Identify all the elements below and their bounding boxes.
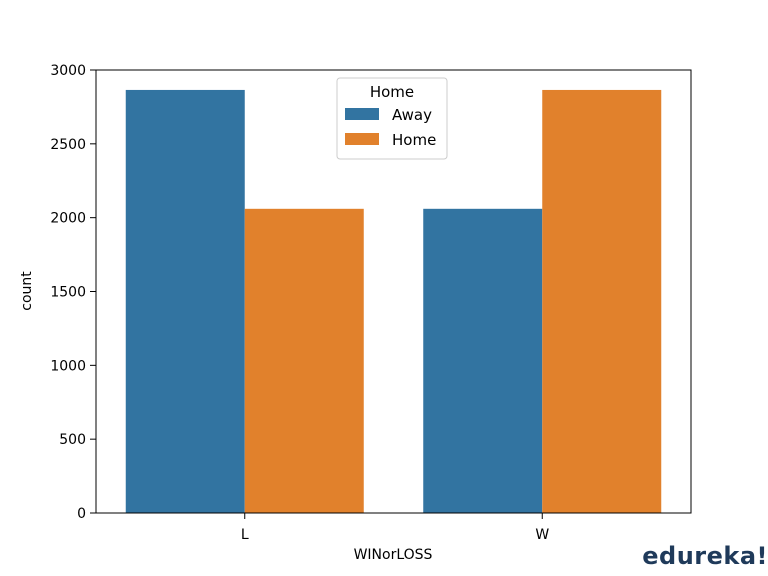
bar-home-l xyxy=(244,208,364,513)
y-tick-label: 1500 xyxy=(50,285,86,301)
edureka-logo: edureka! xyxy=(642,542,768,570)
x-tick-label: W xyxy=(535,527,549,543)
y-axis: 0 500 1000 1500 2000 2500 3000 xyxy=(50,63,96,522)
legend-title: Home xyxy=(370,83,414,101)
y-tick-label: 2000 xyxy=(50,211,86,227)
bar-away-l xyxy=(125,89,245,513)
x-axis-title: WINorLOSS xyxy=(354,547,433,563)
y-tick-label: 500 xyxy=(59,432,86,448)
bars-group xyxy=(125,89,662,513)
legend-label-home: Home xyxy=(392,131,436,149)
x-tick-label: L xyxy=(241,527,249,543)
y-tick-label: 3000 xyxy=(50,63,86,79)
y-tick-label: 0 xyxy=(77,506,86,522)
bar-away-w xyxy=(423,208,543,513)
bar-home-w xyxy=(542,89,662,513)
legend-entries: Away Home xyxy=(345,106,436,149)
legend: Home Away Home xyxy=(336,77,448,160)
y-tick-label: 2500 xyxy=(50,137,86,153)
legend-label-away: Away xyxy=(392,106,432,124)
legend-swatch-away xyxy=(345,108,379,120)
y-tick-label: 1000 xyxy=(50,358,86,374)
y-axis-title: count xyxy=(19,271,35,311)
legend-swatch-home xyxy=(345,133,379,145)
